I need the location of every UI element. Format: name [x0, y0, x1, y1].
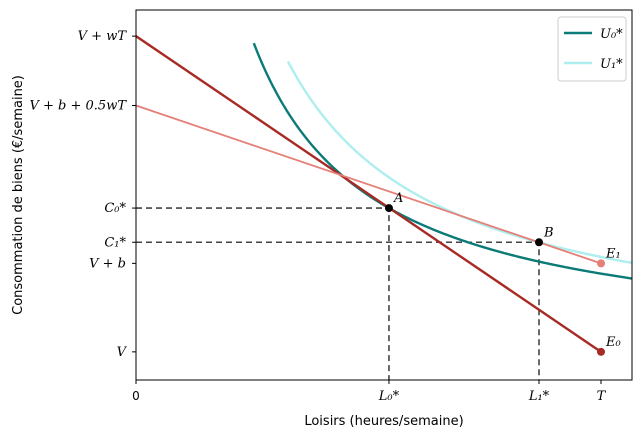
reference-line-2: [136, 241, 540, 380]
y-tick-label-v: V: [117, 345, 128, 360]
y-tick-label-c: C₁*: [104, 235, 126, 250]
x-tick-label-0: 0: [132, 389, 140, 403]
point-e: [597, 347, 605, 356]
y-tick-label-c: C₀*: [104, 201, 126, 216]
plot-area: [136, 35, 632, 380]
budget-line-2: [136, 104, 602, 265]
plot-frame: [135, 9, 633, 381]
point-labels: A B E₁ E₀: [384, 191, 621, 356]
x-tick-label-l: L₀*: [378, 389, 400, 404]
legend-label-u: U₀*: [600, 27, 623, 42]
indifference-curve-u: [252, 42, 632, 280]
reference-line-1: [136, 207, 390, 380]
legend-label-u: U₁*: [600, 57, 623, 72]
x-tick-label-t: T: [597, 389, 607, 404]
y-tick-label-v-wt: V + wT: [78, 29, 128, 44]
point-label-e: E₁: [605, 246, 621, 261]
point-label-e: E₀: [605, 335, 621, 350]
point-b: [535, 238, 543, 247]
point-label-a: A: [393, 191, 403, 206]
legend: U₀* U₁*: [557, 16, 627, 82]
x-axis-label: Loisirs (heures/semaine): [304, 414, 463, 429]
y-tick-label-v-b-0-5wt: V + b + 0.5wT: [30, 99, 128, 114]
point-e: [597, 259, 605, 268]
y-axis-label: Consommation de biens (€/semaine): [11, 75, 26, 315]
budget-line-1: [136, 35, 602, 353]
axes: 0 L₀* L₁* T V V + b C₁* C₀* V + b + 0.5wT V + wT: [30, 29, 607, 404]
x-tick-label-l: L₁*: [528, 389, 550, 404]
point-a: [384, 204, 393, 213]
y-tick-label-v-b: V + b: [89, 256, 126, 271]
point-label-b: B: [543, 225, 554, 240]
indifference-curve-u: [286, 60, 632, 265]
